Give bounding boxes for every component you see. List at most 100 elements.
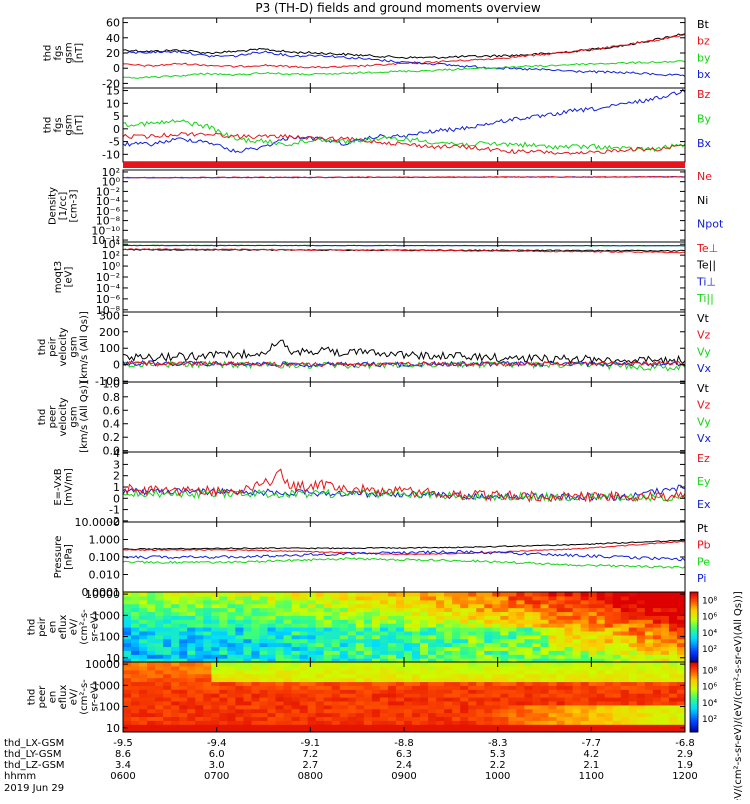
y-tick-label: 10⁻⁶	[96, 205, 121, 218]
colorbar-tick-label: 10⁸	[702, 666, 717, 676]
panel-8: 10.0000 1.000 0.100 0.010 0.0001 Pressure [nPa…	[53, 516, 711, 599]
y-tick-label: -2	[109, 515, 120, 528]
y-tick-label: 10⁻⁴	[96, 195, 121, 208]
y-tick-label: 10⁻¹²	[91, 234, 120, 247]
ephemeris-value: 5.3	[490, 749, 506, 760]
series-red-line	[123, 360, 685, 368]
legend-entry: Pe	[697, 555, 710, 568]
y-axis-label: eflux	[58, 685, 69, 710]
y-tick-label: 5	[113, 110, 120, 123]
y-axis-label: peer	[37, 685, 48, 709]
y-axis-label: gsm	[69, 336, 80, 357]
ephemeris-value: 1100	[579, 771, 604, 782]
series-red-line	[123, 175, 685, 179]
y-tick-label: 10²	[102, 249, 120, 262]
y-tick-label: 1.0	[103, 377, 121, 390]
series-black-line	[123, 539, 685, 551]
y-axis-label: peer	[48, 405, 59, 429]
series-red-line	[123, 131, 685, 155]
y-tick-label: 100	[99, 631, 120, 644]
y-tick-label: 0.2	[103, 431, 121, 444]
colorbar-tick-label: 10²	[702, 645, 717, 655]
y-tick-label: -100	[95, 375, 120, 388]
ephemeris-row-label: hhmm	[4, 771, 36, 782]
y-tick-label: 4	[113, 447, 120, 460]
y-tick-label: 10000	[85, 588, 120, 601]
y-tick-label: 0	[113, 359, 120, 372]
ephemeris-value: 2.7	[302, 760, 318, 771]
y-axis-label: velocity	[58, 327, 69, 366]
legend-entry: Bz	[697, 88, 711, 101]
legend-entry: Ez	[697, 452, 710, 465]
y-axis-label: [km/s (All Qs)]	[79, 311, 90, 383]
colorbar-label: [eV/(cm²-s-sr-eV)/(eV/(cm²-s-sr-eV)(All …	[733, 591, 744, 800]
legend-entry: Te⊥	[696, 242, 718, 255]
y-tick-label: 10²	[102, 166, 120, 179]
y-tick-label: 10⁰	[102, 260, 121, 273]
y-axis-label: [km/s (All Qs)]	[79, 381, 90, 453]
y-axis-label: thd	[37, 409, 48, 426]
ephemeris-row-label: thd_LX-GSM	[4, 738, 64, 749]
panel-9: 10⁸ 10⁶ 10⁴ 10² 10000 1000 100 10 thd peir en eflux…	[27, 588, 718, 665]
series-blue-line	[123, 359, 685, 368]
y-axis-label: [1/cc]	[58, 192, 69, 221]
chart-title: P3 (TH-D) fields and ground moments over…	[255, 1, 540, 15]
ephemeris-value: 2.4	[396, 760, 412, 771]
y-axis-label: [nT]	[74, 115, 85, 135]
legend-entry: Bt	[697, 18, 710, 31]
ephemeris-value: 8.6	[115, 749, 131, 760]
y-axis-label: gsm	[63, 42, 74, 63]
y-axis-label: velocity	[58, 397, 69, 436]
legend-entry: bz	[697, 35, 710, 48]
legend-entry: Ex	[697, 498, 711, 511]
y-axis-label: thd	[27, 619, 38, 636]
ephemeris-value: 3.4	[115, 760, 131, 771]
y-tick-label: 1000	[92, 679, 120, 692]
legend-entry: Pb	[697, 539, 711, 552]
ephemeris-value: 1200	[672, 771, 697, 782]
ephemeris-value: 0900	[391, 771, 416, 782]
y-axis-label: sr-eV)	[90, 612, 101, 641]
y-axis-label: moqt3	[53, 261, 64, 294]
y-tick-label: 10⁻²	[96, 271, 120, 284]
legend-entry: Vy	[697, 345, 711, 358]
series-blue-line	[123, 88, 685, 153]
ephemeris-value: 1.9	[677, 760, 693, 771]
legend-entry: By	[697, 113, 712, 126]
y-axis-label: thd	[42, 117, 53, 134]
ephemeris-value: 1000	[485, 771, 510, 782]
series-green-line	[123, 60, 685, 79]
ephemeris-value: 3.0	[209, 760, 225, 771]
y-tick-label: -10	[102, 148, 120, 161]
colorbar-tick-label: 10⁴	[702, 629, 717, 639]
legend-entry: Pt	[697, 522, 709, 535]
legend-entry: Vz	[697, 399, 711, 412]
series-red-line	[123, 248, 685, 254]
y-tick-label: 1	[113, 481, 120, 494]
panel-5: 300 200 100 0 -100 thd peir velocity gsm [km/s (A…	[37, 309, 712, 388]
y-tick-label: 1.000	[89, 534, 121, 547]
series-red-line	[123, 468, 685, 503]
y-tick-label: -20	[102, 77, 120, 90]
legend-entry: by	[697, 51, 711, 64]
series-green-line	[123, 557, 685, 569]
series-blue-line	[123, 50, 685, 77]
y-axis-label: eV/	[69, 688, 80, 705]
ephemeris-value: -9.5	[113, 738, 133, 749]
ephemeris-table: thd_LX-GSM -9.5 -9.4 -9.1 -8.8 -8.3 -7.7 -6.8 th…	[4, 738, 698, 794]
y-axis-label: (cm²-s-	[79, 609, 90, 645]
ephemeris-value: -6.8	[675, 738, 695, 749]
ephemeris-value: 2.2	[490, 760, 506, 771]
y-tick-label: 10000	[85, 658, 120, 671]
legend-entry: Bx	[697, 137, 712, 150]
y-tick-label: 10⁰	[102, 176, 121, 189]
y-axis-label: [nT]	[74, 43, 85, 63]
y-tick-label: 10⁻⁴	[96, 282, 121, 295]
y-tick-label: 2	[113, 470, 120, 483]
ephemeris-value: 0800	[298, 771, 323, 782]
